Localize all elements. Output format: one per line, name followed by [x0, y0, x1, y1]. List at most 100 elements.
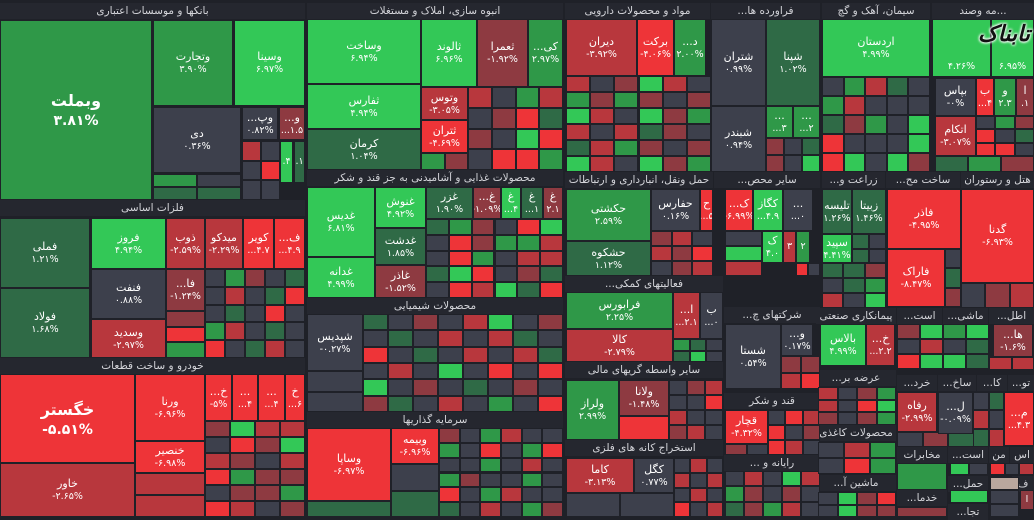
stock-tile[interactable]: میدکو-۲.۲۹%	[205, 218, 243, 269]
stock-tile[interactable]	[969, 463, 988, 475]
stock-tile[interactable]	[818, 492, 838, 505]
stock-tile[interactable]	[495, 282, 518, 298]
stock-tile[interactable]	[245, 269, 265, 287]
stock-tile[interactable]: وسدید-۲.۹۷%	[91, 319, 166, 358]
stock-tile[interactable]	[857, 492, 877, 505]
stock-tile[interactable]	[261, 161, 280, 181]
stock-tile[interactable]	[822, 115, 844, 134]
stock-tile[interactable]	[488, 330, 513, 346]
stock-tile[interactable]	[280, 437, 305, 453]
stock-tile[interactable]	[265, 340, 285, 358]
stock-tile[interactable]	[1019, 463, 1034, 475]
stock-tile[interactable]	[439, 502, 460, 517]
stock-tile[interactable]	[566, 108, 590, 124]
stock-tile[interactable]	[663, 156, 687, 172]
stock-tile[interactable]	[961, 283, 985, 308]
stock-tile[interactable]	[135, 473, 205, 495]
stock-tile[interactable]	[870, 458, 896, 474]
stock-tile[interactable]	[255, 501, 280, 517]
stock-tile[interactable]	[492, 87, 516, 108]
stock-tile[interactable]	[802, 155, 820, 172]
stock-tile[interactable]	[869, 249, 886, 264]
stock-tile[interactable]	[421, 153, 445, 170]
stock-tile[interactable]	[674, 502, 690, 517]
stock-tile[interactable]	[230, 421, 255, 437]
stock-tile[interactable]: کگاز...۴.۹	[753, 189, 783, 231]
stock-tile[interactable]	[460, 473, 481, 488]
stock-tile[interactable]	[705, 425, 723, 440]
stock-tile[interactable]: فا...-۱.۲۴%	[166, 269, 205, 311]
stock-tile[interactable]	[687, 76, 711, 92]
stock-tile[interactable]	[857, 387, 877, 400]
stock-tile[interactable]: کویر...۴.۷	[243, 218, 274, 269]
stock-tile[interactable]: بپاس-۰%	[935, 78, 976, 116]
stock-tile[interactable]	[540, 282, 563, 298]
stock-tile[interactable]	[460, 428, 481, 443]
stock-tile[interactable]	[950, 490, 988, 503]
stock-tile[interactable]	[725, 502, 744, 517]
stock-tile[interactable]	[230, 453, 255, 469]
sector-header-contracting[interactable]: پیمانکاری صنعتی	[816, 308, 896, 324]
stock-tile[interactable]	[261, 180, 280, 200]
stock-tile[interactable]	[501, 458, 522, 473]
stock-tile[interactable]	[590, 92, 614, 108]
stock-tile[interactable]	[438, 363, 463, 379]
stock-tile[interactable]	[887, 96, 909, 115]
stock-tile[interactable]	[542, 458, 563, 473]
stock-tile[interactable]	[590, 156, 614, 172]
stock-tile[interactable]	[245, 305, 265, 323]
stock-tile[interactable]	[989, 410, 1005, 428]
stock-tile[interactable]	[674, 473, 690, 488]
stock-tile[interactable]	[1012, 357, 1034, 370]
stock-tile[interactable]	[968, 156, 1001, 172]
stock-tile[interactable]	[472, 282, 495, 298]
stock-tile[interactable]	[766, 138, 784, 155]
stock-tile[interactable]: و...۰.۱۷%	[781, 324, 813, 356]
stock-tile[interactable]	[844, 153, 866, 172]
stock-tile[interactable]	[542, 502, 563, 517]
stock-tile[interactable]	[245, 287, 265, 305]
sector-header-computer[interactable]: رایانه و ...	[724, 455, 820, 471]
sector-header-ast[interactable]: است...	[897, 308, 942, 324]
stock-tile[interactable]: ورنا-۶.۹۶%	[135, 374, 205, 441]
stock-tile[interactable]	[280, 421, 305, 437]
stock-tile[interactable]	[651, 246, 672, 261]
stock-tile[interactable]	[690, 473, 706, 488]
stock-tile[interactable]	[501, 487, 522, 502]
stock-tile[interactable]	[857, 400, 877, 413]
stock-tile[interactable]	[877, 400, 897, 413]
stock-tile[interactable]: شپدیس-۰.۲۷%	[307, 314, 363, 371]
stock-tile[interactable]	[590, 108, 614, 124]
stock-tile[interactable]	[501, 502, 522, 517]
stock-tile[interactable]	[363, 363, 388, 379]
stock-tile[interactable]	[542, 428, 563, 443]
stock-tile[interactable]	[865, 96, 887, 115]
sector-header-ast2[interactable]: است...	[948, 447, 988, 463]
stock-tile[interactable]	[439, 428, 460, 443]
stock-tile[interactable]	[480, 487, 501, 502]
stock-tile[interactable]	[230, 501, 255, 517]
sector-header-as[interactable]: اس	[1010, 447, 1034, 463]
stock-tile[interactable]	[413, 379, 438, 395]
stock-tile[interactable]	[818, 458, 844, 474]
stock-tile[interactable]	[782, 486, 801, 501]
stock-tile[interactable]	[990, 490, 1019, 503]
sector-header-cement[interactable]: سیمان، آهک و گچ	[822, 3, 930, 19]
stock-tile[interactable]	[803, 425, 820, 440]
stock-tile[interactable]	[614, 140, 638, 156]
sector-header-refinery[interactable]: فراورده ها...	[711, 3, 820, 19]
stock-tile[interactable]	[517, 251, 540, 267]
stock-tile[interactable]	[672, 246, 693, 261]
stock-tile[interactable]	[976, 143, 995, 156]
stock-tile[interactable]	[280, 469, 305, 485]
